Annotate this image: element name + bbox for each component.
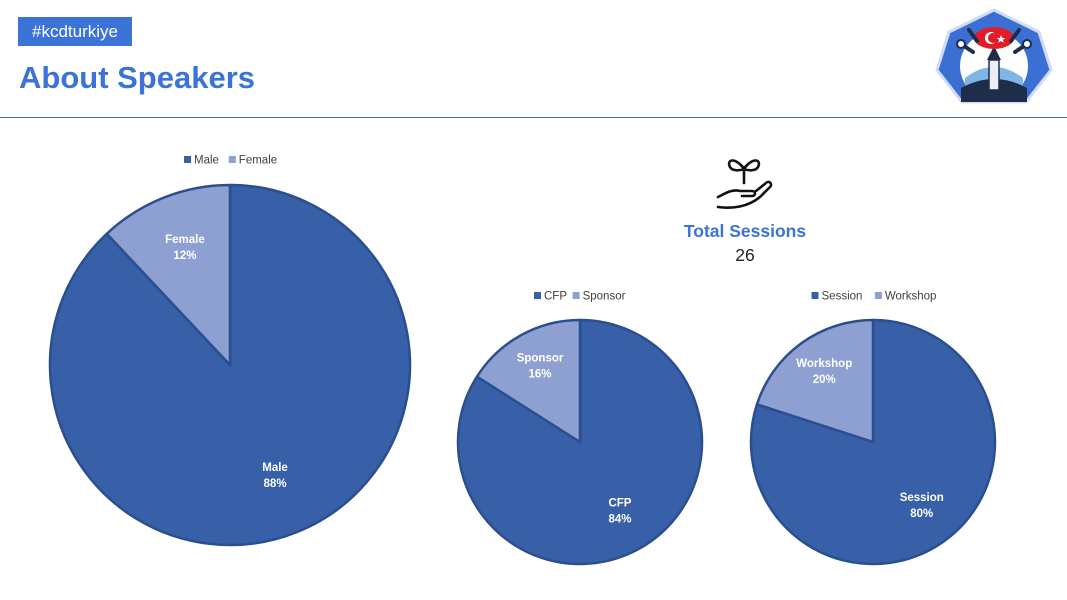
- kcd-turkiye-logo-icon: [935, 8, 1053, 104]
- chart-legend: Male Female: [184, 155, 277, 167]
- chart-legend: CFP Sponsor: [534, 291, 626, 303]
- legend-label: CFP: [544, 291, 567, 303]
- pie-slice-workshop: [755, 318, 875, 444]
- legend-swatch: [572, 292, 580, 299]
- chart-legend: Session Workshop: [811, 291, 937, 303]
- legend-label: Workshop: [885, 291, 937, 303]
- slice-label-workshop: Workshop 20%: [796, 358, 852, 386]
- legend-swatch: [228, 156, 236, 163]
- legend-item-female: Female: [228, 155, 277, 167]
- total-sessions-label: Total Sessions: [683, 221, 807, 241]
- legend-label: Male: [194, 155, 219, 167]
- legend-item-session: Session: [811, 291, 863, 303]
- pie-slice-sponsor: [475, 318, 582, 444]
- pie-slice-female: [105, 183, 232, 367]
- legend-label: Female: [239, 155, 277, 167]
- legend-swatch: [534, 292, 541, 299]
- format-pie-chart: Session 80% Workshop 20% Session Workshop: [749, 291, 997, 566]
- slice-label-sponsor: Sponsor 16%: [517, 352, 564, 380]
- slice-label-session: Session 80%: [900, 492, 944, 520]
- legend-swatch: [811, 292, 819, 299]
- slice-label-female: Female 12%: [165, 234, 205, 262]
- header-divider: [0, 117, 1067, 118]
- legend-item-cfp: CFP: [534, 291, 567, 303]
- legend-item-workshop: Workshop: [874, 291, 937, 303]
- page-title: About Speakers: [19, 60, 256, 95]
- legend-label: Sponsor: [583, 291, 626, 303]
- legend-item-sponsor: Sponsor: [572, 291, 626, 303]
- total-sessions-value: 26: [735, 245, 755, 265]
- slice-label-cfp: CFP 84%: [608, 498, 631, 526]
- legend-swatch: [874, 292, 882, 299]
- hashtag-badge: #kcdturkiye: [18, 17, 132, 46]
- plant-hand-icon: [716, 159, 773, 209]
- legend-label: Session: [822, 291, 863, 303]
- source-pie-chart: CFP 84% Sponsor 16% CFP Sponsor: [456, 291, 704, 566]
- legend-item-male: Male: [184, 155, 219, 167]
- legend-swatch: [184, 156, 191, 163]
- gender-pie-chart: Male 88% Female 12% Male Female: [48, 155, 412, 547]
- slice-label-male: Male 88%: [262, 462, 288, 490]
